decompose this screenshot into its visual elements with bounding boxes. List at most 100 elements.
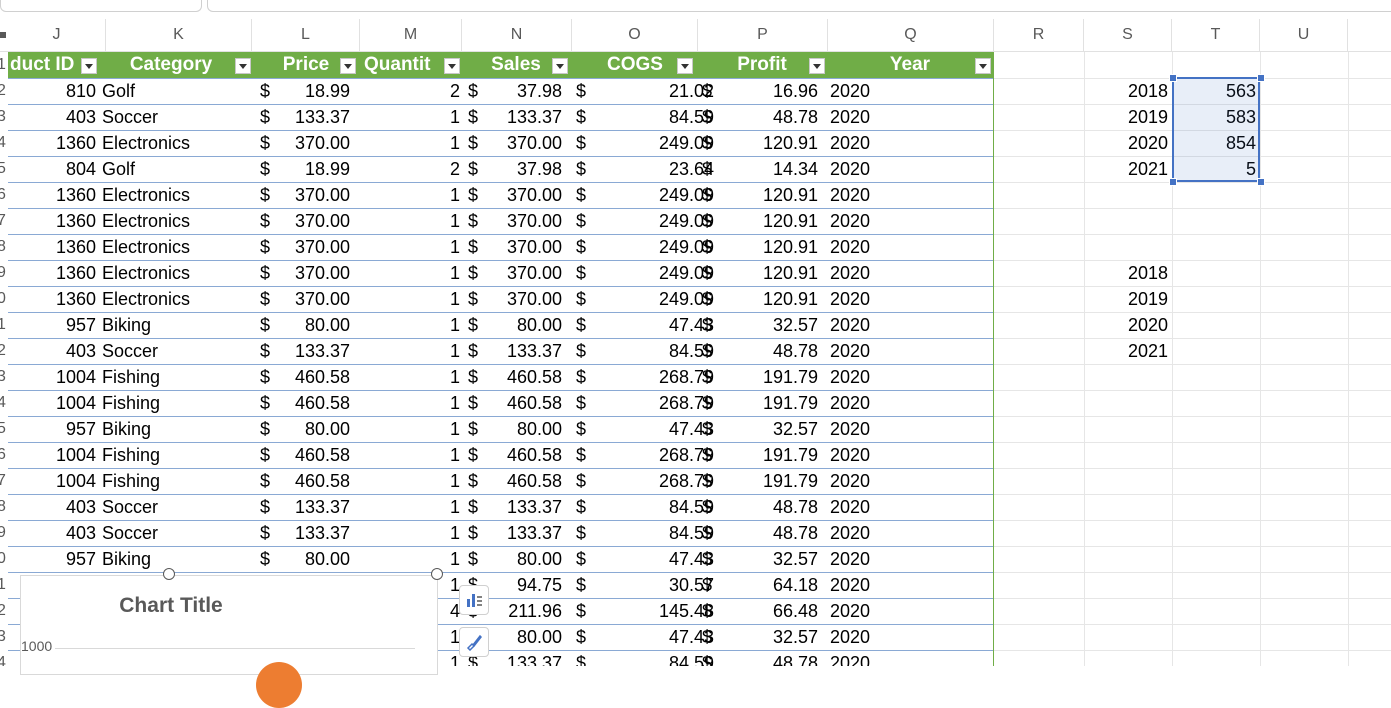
cell-cogs-currency[interactable]: $: [576, 419, 587, 439]
cell-sales-currency[interactable]: $: [468, 445, 479, 465]
cell-price[interactable]: 80.00: [304, 549, 350, 569]
cell-category[interactable]: Electronics: [102, 289, 191, 309]
chart-object[interactable]: Chart Title 1000: [20, 575, 438, 708]
cell-profit[interactable]: 120.91: [762, 263, 818, 283]
row-header[interactable]: 5: [0, 420, 6, 437]
col-header-L[interactable]: L: [252, 19, 360, 51]
cell-quantity[interactable]: 1: [449, 627, 460, 647]
cell-profit[interactable]: 191.79: [762, 393, 818, 413]
cell-quantity[interactable]: 1: [449, 419, 460, 439]
cell-cogs-currency[interactable]: $: [576, 549, 587, 569]
cell-year[interactable]: 2020: [830, 523, 871, 543]
cell-category[interactable]: Fishing: [102, 393, 161, 413]
row-header[interactable]: 1: [0, 316, 6, 333]
cell-cogs-currency[interactable]: $: [576, 133, 587, 153]
cell-cogs-currency[interactable]: $: [576, 315, 587, 335]
col-header-M[interactable]: M: [360, 19, 462, 51]
chart-resize-handle[interactable]: [163, 568, 175, 580]
cell-price-currency[interactable]: $: [260, 133, 271, 153]
chart-elements-button[interactable]: [459, 585, 489, 615]
cell-product-id[interactable]: 957: [65, 419, 96, 439]
selection-handle[interactable]: [1257, 74, 1265, 82]
cell-sales[interactable]: 133.37: [506, 497, 562, 517]
cell-quantity[interactable]: 1: [449, 185, 460, 205]
cell-profit[interactable]: 48.78: [772, 107, 818, 127]
cell-price-currency[interactable]: $: [260, 81, 271, 101]
cell-cogs-currency[interactable]: $: [576, 107, 587, 127]
cell-price-currency[interactable]: $: [260, 419, 271, 439]
cell-profit-currency[interactable]: $: [702, 523, 713, 543]
cell-product-id[interactable]: 1360: [55, 133, 96, 153]
cell-profit-currency[interactable]: $: [702, 159, 713, 179]
summary-year[interactable]: 2021: [1127, 159, 1168, 179]
cell-year[interactable]: 2020: [830, 341, 871, 361]
cell-profit[interactable]: 32.57: [772, 315, 818, 335]
cell-profit-currency[interactable]: $: [702, 601, 713, 621]
year-cell[interactable]: 2018: [1127, 263, 1168, 283]
cell-profit[interactable]: 120.91: [762, 133, 818, 153]
cell-sales[interactable]: 133.37: [506, 653, 562, 666]
cell-sales-currency[interactable]: $: [468, 211, 479, 231]
cell-price-currency[interactable]: $: [260, 549, 271, 569]
cell-year[interactable]: 2020: [830, 263, 871, 283]
filter-dropdown-cogs[interactable]: [677, 58, 693, 74]
cell-profit[interactable]: 48.78: [772, 653, 818, 666]
col-header-R[interactable]: R: [994, 19, 1084, 51]
cell-profit[interactable]: 14.34: [772, 159, 818, 179]
cell-profit-currency[interactable]: $: [702, 471, 713, 491]
cell-quantity[interactable]: 1: [449, 653, 460, 666]
cell-sales-currency[interactable]: $: [468, 549, 479, 569]
formula-input[interactable]: [207, 0, 1391, 12]
cell-sales[interactable]: 370.00: [506, 237, 562, 257]
cell-selection-range[interactable]: [1172, 77, 1260, 182]
cell-sales[interactable]: 133.37: [506, 341, 562, 361]
row-header[interactable]: 3: [0, 368, 6, 385]
cell-sales[interactable]: 80.00: [516, 315, 562, 335]
filter-dropdown-year[interactable]: [975, 58, 991, 74]
cell-product-id[interactable]: 1360: [55, 289, 96, 309]
cell-sales[interactable]: 37.98: [516, 81, 562, 101]
cell-profit[interactable]: 120.91: [762, 289, 818, 309]
cell-year[interactable]: 2020: [830, 445, 871, 465]
cell-price[interactable]: 460.58: [294, 471, 350, 491]
cell-cogs[interactable]: 84.59: [668, 107, 714, 127]
cell-profit[interactable]: 191.79: [762, 445, 818, 465]
cell-category[interactable]: Soccer: [102, 497, 159, 517]
row-header[interactable]: 2: [0, 602, 6, 619]
cell-quantity[interactable]: 1: [449, 367, 460, 387]
cell-profit-currency[interactable]: $: [702, 263, 713, 283]
cell-price[interactable]: 370.00: [294, 133, 350, 153]
cell-profit-currency[interactable]: $: [702, 419, 713, 439]
row-header[interactable]: 9: [0, 264, 6, 281]
cell-quantity[interactable]: 1: [449, 289, 460, 309]
cell-product-id[interactable]: 403: [65, 107, 96, 127]
cell-product-id[interactable]: 1004: [55, 471, 96, 491]
cell-year[interactable]: 2020: [830, 289, 871, 309]
cell-cogs[interactable]: 47.43: [668, 627, 714, 647]
cell-profit-currency[interactable]: $: [702, 107, 713, 127]
cell-profit-currency[interactable]: $: [702, 367, 713, 387]
cell-sales[interactable]: 370.00: [506, 289, 562, 309]
cell-profit-currency[interactable]: $: [702, 393, 713, 413]
cell-price-currency[interactable]: $: [260, 341, 271, 361]
cell-quantity[interactable]: 1: [449, 341, 460, 361]
row-header[interactable]: 4: [0, 134, 6, 151]
cell-sales-currency[interactable]: $: [468, 341, 479, 361]
cell-price[interactable]: 370.00: [294, 289, 350, 309]
cell-profit[interactable]: 16.96: [772, 81, 818, 101]
cell-category[interactable]: Electronics: [102, 185, 191, 205]
row-header[interactable]: 5: [0, 160, 6, 177]
cell-sales-currency[interactable]: $: [468, 185, 479, 205]
cell-price[interactable]: 133.37: [294, 341, 350, 361]
cell-cogs[interactable]: 30.57: [668, 575, 714, 595]
cell-year[interactable]: 2020: [830, 497, 871, 517]
cell-cogs-currency[interactable]: $: [576, 159, 587, 179]
cell-price[interactable]: 460.58: [294, 393, 350, 413]
cell-price-currency[interactable]: $: [260, 367, 271, 387]
cell-product-id[interactable]: 1360: [55, 185, 96, 205]
cell-sales[interactable]: 211.96: [508, 601, 562, 621]
cell-category[interactable]: Fishing: [102, 471, 161, 491]
cell-price[interactable]: 370.00: [294, 237, 350, 257]
filter-dropdown-price[interactable]: [340, 58, 356, 74]
year-cell[interactable]: 2021: [1127, 341, 1168, 361]
